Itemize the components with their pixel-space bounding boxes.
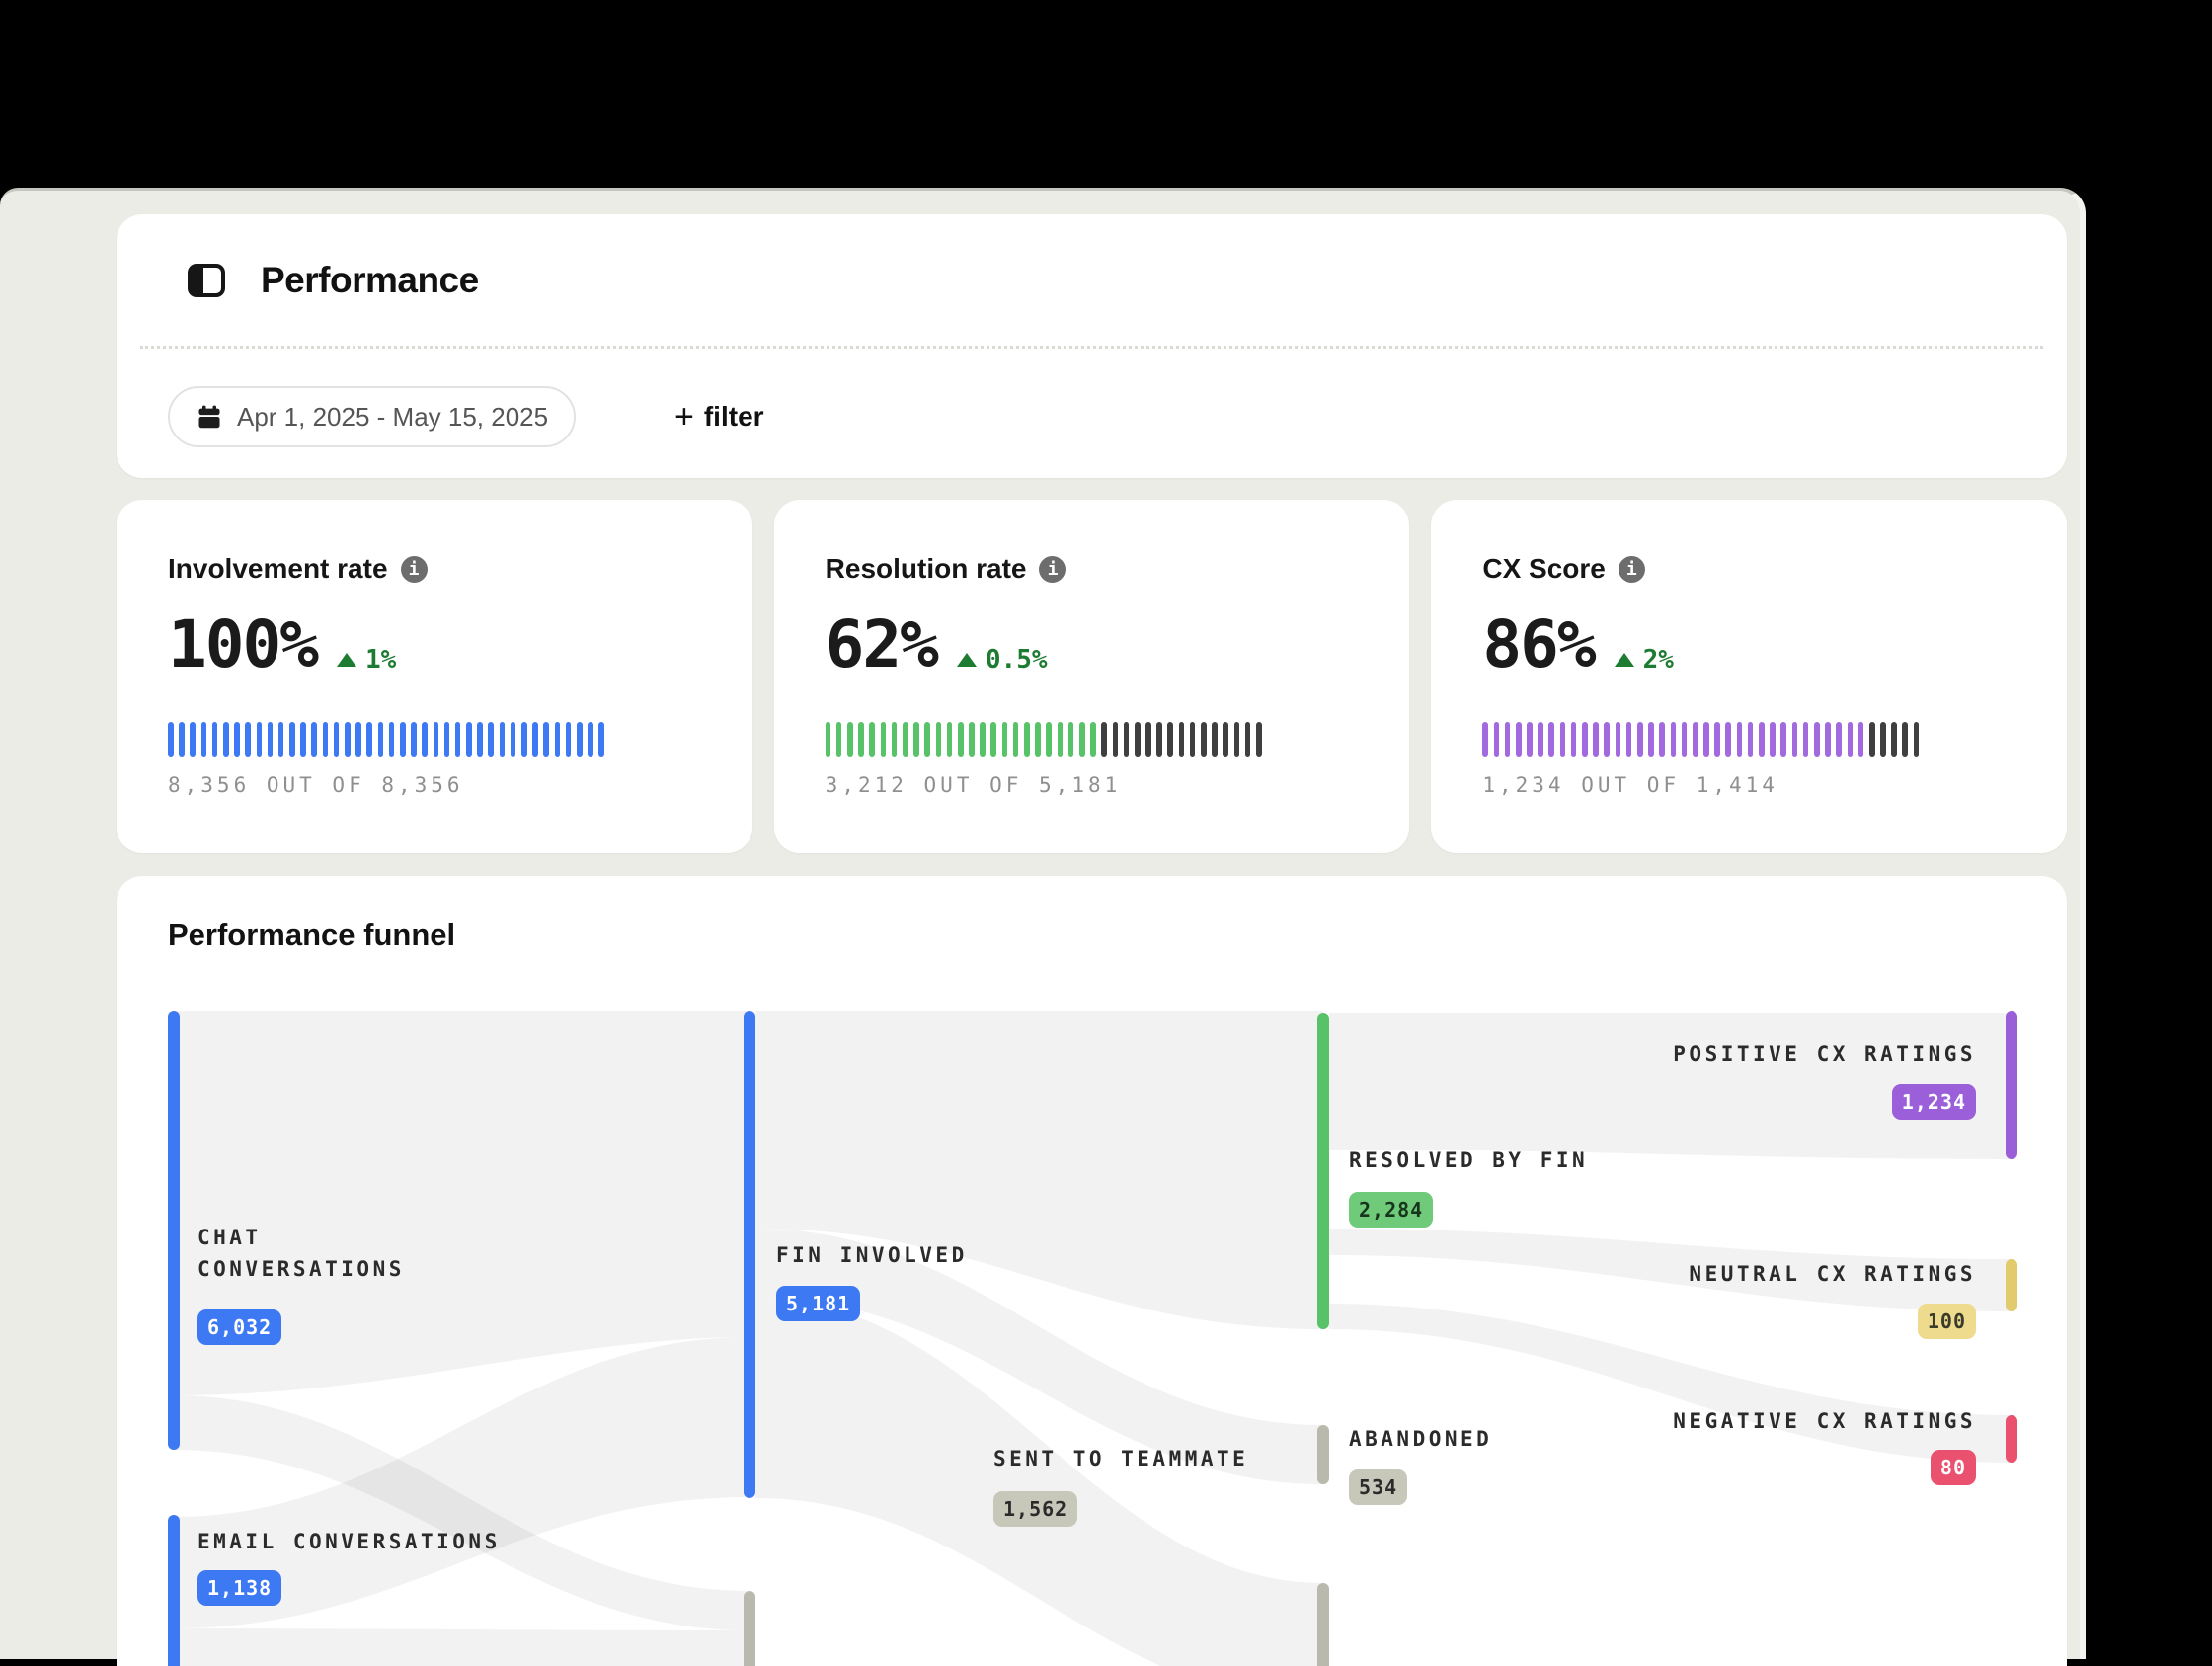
calendar-icon xyxy=(198,405,220,429)
filter-button-label: filter xyxy=(703,401,764,432)
ribbon-resolved-to-negative xyxy=(1329,1304,2012,1463)
involvement-rate-card: Involvement rate i 100% 1% 8,356 OUT OF … xyxy=(117,500,752,853)
fin-involved-badge[interactable]: 5,181 xyxy=(776,1286,861,1321)
date-range-value: Apr 1, 2025 - May 15, 2025 xyxy=(237,401,549,432)
node-neutral-cx[interactable] xyxy=(2006,1259,2017,1311)
node-sent-to-teammate[interactable] xyxy=(1317,1583,1329,1666)
neutral-cx-ratings-badge[interactable]: 100 xyxy=(1917,1304,1976,1339)
abandoned-badge[interactable]: 534 xyxy=(1349,1469,1408,1505)
email-conversations-label: EMAIL CONVERSATIONS xyxy=(198,1530,501,1553)
node-resolved-by-fin[interactable] xyxy=(1317,1013,1329,1329)
info-icon[interactable]: i xyxy=(1618,555,1645,583)
info-icon[interactable]: i xyxy=(1039,555,1066,583)
performance-panel-icon xyxy=(188,264,225,297)
report-page: Performance Apr 1, 2025 - May 15, 2025 +… xyxy=(0,188,2086,1666)
cx-score-card: CX Score i 86% 2% 1,234 OUT OF 1,414 xyxy=(1431,500,2068,853)
negative-cx-ratings-badge[interactable]: 80 xyxy=(1930,1450,1976,1485)
node-positive-cx[interactable] xyxy=(2006,1011,2017,1159)
involvement-rate-delta: 1% xyxy=(336,645,396,674)
triangle-up-icon xyxy=(336,653,356,667)
info-icon[interactable]: i xyxy=(400,555,428,583)
node-fin-involved[interactable] xyxy=(744,1011,755,1498)
add-filter-button[interactable]: + filter xyxy=(674,386,764,447)
involvement-rate-tick-bar xyxy=(168,722,701,757)
positive-cx-ratings-badge[interactable]: 1,234 xyxy=(1891,1084,1976,1120)
sent-to-teammate-label: SENT TO TEAMMATE xyxy=(993,1447,1249,1470)
resolution-rate-tick-bar xyxy=(825,722,1359,757)
date-range-picker[interactable]: Apr 1, 2025 - May 15, 2025 xyxy=(168,386,577,447)
involvement-rate-detail: 8,356 OUT OF 8,356 xyxy=(168,773,464,797)
node-not-involved[interactable] xyxy=(744,1591,755,1666)
node-email-conversations[interactable] xyxy=(168,1515,180,1666)
node-abandoned[interactable] xyxy=(1317,1425,1329,1484)
node-negative-cx[interactable] xyxy=(2006,1415,2017,1463)
abandoned-label: ABANDONED xyxy=(1349,1427,1493,1451)
plus-icon: + xyxy=(674,398,694,436)
positive-cx-ratings-label: POSITIVE CX RATINGS xyxy=(1673,1042,1976,1066)
chat-conversations-label: CHAT CONVERSATIONS xyxy=(198,1226,405,1281)
resolution-rate-detail: 3,212 OUT OF 5,181 xyxy=(825,773,1122,797)
triangle-up-icon xyxy=(956,653,977,667)
cx-score-tick-bar xyxy=(1482,722,2015,757)
neutral-cx-ratings-label: NEUTRAL CX RATINGS xyxy=(1689,1262,1976,1286)
ribbon-email-to-not-involved xyxy=(174,1628,750,1666)
email-conversations-badge[interactable]: 1,138 xyxy=(198,1570,282,1606)
ribbon-fin-to-resolved xyxy=(755,1011,1323,1329)
sent-to-teammate-badge[interactable]: 1,562 xyxy=(993,1491,1078,1527)
resolved-by-fin-badge[interactable]: 2,284 xyxy=(1349,1192,1434,1228)
resolution-rate-card: Resolution rate i 62% 0.5% 3,212 OUT OF … xyxy=(773,500,1410,853)
sankey-svg xyxy=(168,1011,2017,1666)
ribbon-fin-to-abandoned xyxy=(755,1229,1323,1484)
metrics-row: Involvement rate i 100% 1% 8,356 OUT OF … xyxy=(117,500,2068,853)
ribbon-fin-to-sent xyxy=(755,1298,1323,1666)
node-chat-conversations[interactable] xyxy=(168,1011,180,1450)
cx-score-label: CX Score xyxy=(1482,553,1606,584)
dotted-separator xyxy=(140,346,2043,349)
resolved-by-fin-label: RESOLVED BY FIN xyxy=(1349,1149,1589,1172)
performance-header-card: Performance Apr 1, 2025 - May 15, 2025 +… xyxy=(117,214,2067,478)
fin-involved-label: FIN INVOLVED xyxy=(776,1243,968,1267)
triangle-up-icon xyxy=(1614,653,1634,667)
cx-score-value: 86% xyxy=(1482,606,1596,682)
ribbon-resolved-to-positive xyxy=(1329,1013,2012,1159)
involvement-rate-label: Involvement rate xyxy=(168,553,388,584)
funnel-title: Performance funnel xyxy=(168,917,456,952)
resolution-rate-delta: 0.5% xyxy=(956,645,1048,674)
performance-funnel-card: Performance funnel xyxy=(117,876,2067,1666)
header-title-row: Performance xyxy=(188,260,479,301)
ribbon-resolved-to-neutral xyxy=(1329,1229,2012,1311)
cx-score-detail: 1,234 OUT OF 1,414 xyxy=(1482,773,1778,797)
page-title: Performance xyxy=(261,260,479,300)
resolution-rate-value: 62% xyxy=(825,606,939,682)
involvement-rate-value: 100% xyxy=(168,606,319,682)
ribbon-email-to-fin xyxy=(174,1337,750,1628)
cx-score-delta: 2% xyxy=(1614,645,1674,674)
ribbon-chat-to-not-involved xyxy=(174,1395,750,1630)
negative-cx-ratings-label: NEGATIVE CX RATINGS xyxy=(1673,1409,1976,1433)
performance-funnel-chart: CHAT CONVERSATIONS 6,032 EMAIL CONVERSAT… xyxy=(168,1011,2017,1666)
resolution-rate-label: Resolution rate xyxy=(825,553,1027,584)
ribbon-chat-to-fin xyxy=(174,1011,750,1395)
chat-conversations-badge[interactable]: 6,032 xyxy=(198,1309,282,1345)
